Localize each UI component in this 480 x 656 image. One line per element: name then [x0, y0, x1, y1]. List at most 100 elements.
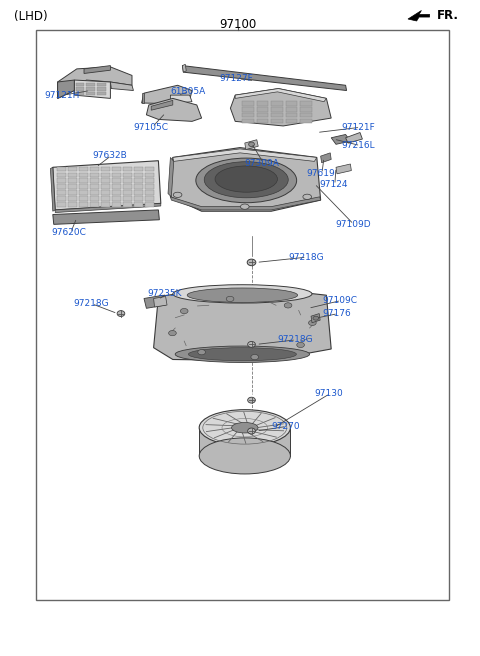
Bar	[101, 173, 110, 177]
Polygon shape	[58, 80, 74, 98]
Text: 97121H: 97121H	[45, 91, 80, 100]
Bar	[134, 184, 143, 189]
Bar	[134, 190, 143, 195]
Bar	[86, 92, 95, 95]
Polygon shape	[182, 64, 186, 72]
Polygon shape	[55, 203, 161, 213]
Bar	[101, 196, 110, 201]
Ellipse shape	[173, 285, 312, 303]
Bar	[300, 119, 312, 123]
Bar	[242, 107, 254, 112]
Polygon shape	[311, 314, 320, 323]
Ellipse shape	[248, 397, 255, 403]
Bar	[112, 173, 121, 177]
Bar	[257, 101, 268, 106]
Text: 97218G: 97218G	[73, 299, 108, 308]
Polygon shape	[408, 10, 430, 21]
Text: 97270: 97270	[271, 422, 300, 431]
Bar	[79, 202, 88, 207]
Bar	[145, 184, 154, 189]
Bar	[134, 196, 143, 201]
Polygon shape	[170, 197, 321, 210]
Ellipse shape	[198, 350, 205, 355]
Ellipse shape	[199, 409, 290, 446]
Polygon shape	[336, 164, 351, 174]
Bar	[134, 178, 143, 183]
Polygon shape	[245, 140, 258, 150]
Bar	[242, 119, 254, 123]
Ellipse shape	[175, 346, 310, 362]
Bar	[79, 178, 88, 183]
Bar	[57, 202, 66, 207]
Bar	[101, 190, 110, 195]
Polygon shape	[173, 149, 317, 161]
Ellipse shape	[187, 288, 298, 302]
Bar	[36, 30, 449, 600]
Bar	[123, 167, 132, 171]
Polygon shape	[170, 95, 192, 104]
Bar	[145, 190, 154, 195]
Bar	[68, 190, 77, 195]
Text: 97620C: 97620C	[52, 228, 87, 237]
Polygon shape	[151, 100, 173, 110]
Bar	[79, 196, 88, 201]
Bar	[86, 87, 95, 91]
Bar	[79, 173, 88, 177]
Bar	[257, 119, 268, 123]
Bar	[112, 196, 121, 201]
Text: 97216L: 97216L	[342, 141, 375, 150]
Bar	[134, 202, 143, 207]
Polygon shape	[154, 285, 331, 361]
Bar	[97, 87, 106, 91]
Text: 97632B: 97632B	[93, 151, 127, 160]
Bar	[101, 184, 110, 189]
Bar	[90, 184, 99, 189]
Bar	[90, 190, 99, 195]
Ellipse shape	[284, 303, 292, 308]
Bar	[145, 167, 154, 171]
Polygon shape	[144, 295, 166, 308]
Bar	[57, 167, 66, 171]
Bar	[57, 178, 66, 183]
Ellipse shape	[309, 320, 316, 325]
Bar	[57, 190, 66, 195]
Bar	[300, 107, 312, 112]
Polygon shape	[182, 66, 347, 91]
Bar	[79, 184, 88, 189]
Bar	[145, 178, 154, 183]
Bar	[271, 113, 283, 117]
Polygon shape	[53, 161, 161, 210]
Ellipse shape	[232, 422, 258, 433]
Ellipse shape	[247, 259, 256, 266]
Ellipse shape	[248, 428, 255, 434]
Ellipse shape	[117, 310, 125, 316]
Polygon shape	[170, 148, 321, 211]
Text: 97218G: 97218G	[288, 253, 324, 262]
Text: 97309A: 97309A	[245, 159, 280, 168]
Bar	[145, 202, 154, 207]
Bar	[112, 202, 121, 207]
Polygon shape	[146, 98, 202, 121]
Text: 97619: 97619	[306, 169, 335, 178]
Bar	[90, 178, 99, 183]
Bar	[145, 173, 154, 177]
Polygon shape	[142, 93, 144, 103]
Bar	[112, 190, 121, 195]
Text: 97235K: 97235K	[148, 289, 182, 298]
Bar	[90, 173, 99, 177]
Ellipse shape	[168, 331, 176, 336]
Polygon shape	[346, 133, 362, 143]
Bar	[86, 83, 95, 86]
Ellipse shape	[188, 348, 296, 361]
Bar	[300, 101, 312, 106]
Polygon shape	[331, 134, 350, 144]
Ellipse shape	[196, 158, 297, 203]
Bar	[76, 87, 84, 91]
Bar	[101, 178, 110, 183]
Polygon shape	[168, 157, 174, 197]
Bar	[257, 107, 268, 112]
Text: 97127F: 97127F	[220, 74, 253, 83]
Ellipse shape	[297, 342, 304, 348]
Text: 97100: 97100	[219, 18, 256, 31]
Text: FR.: FR.	[436, 9, 458, 22]
